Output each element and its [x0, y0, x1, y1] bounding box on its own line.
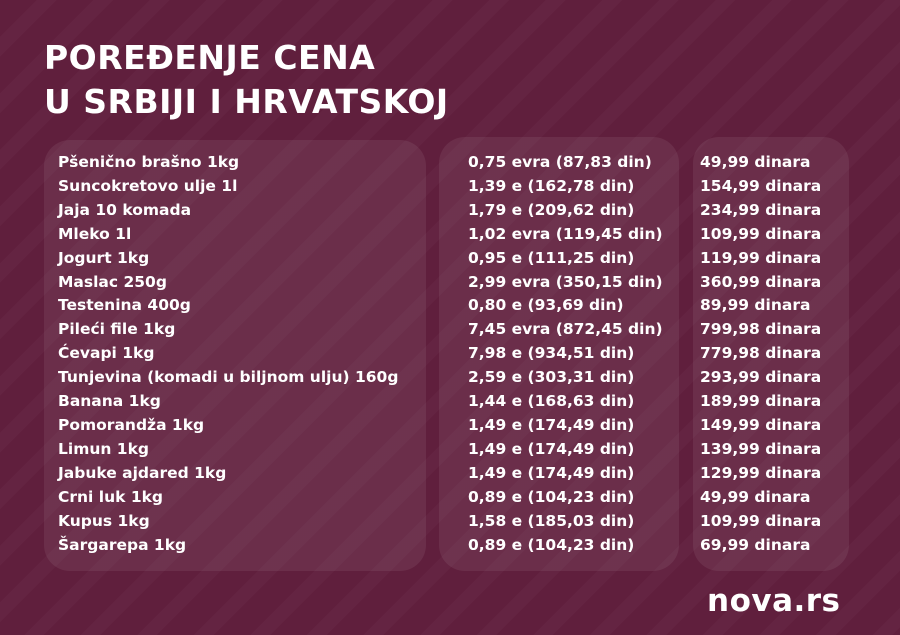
croatia-price: 1,79 e (209,62 din)	[468, 200, 635, 219]
product-name: Crni luk 1kg	[58, 487, 164, 506]
products-panel	[44, 140, 426, 571]
croatia-price: 1,49 e (174,49 din)	[468, 463, 635, 482]
product-name: Limun 1kg	[58, 439, 149, 458]
croatia-price: 0,80 e (93,69 din)	[468, 296, 624, 315]
croatia-price: 2,59 e (303,31 din)	[468, 368, 635, 387]
product-name: Pšenično brašno 1kg	[58, 153, 240, 171]
croatia-price: 1,39 e (162,78 din)	[468, 176, 635, 195]
serbia-price: 154,99 dinara	[700, 176, 822, 195]
serbia-price: 360,99 dinara	[700, 272, 822, 291]
product-name: Mleko 1l	[58, 224, 132, 243]
product-name: Kupus 1kg	[58, 511, 150, 530]
croatia-price: 1,44 e (168,63 din)	[468, 392, 635, 411]
serbia-price: 69,99 dinara	[700, 535, 811, 554]
croatia-prices-column: 0,75 evra (87,83 din) 1,39 e (162,78 din…	[468, 151, 663, 557]
serbia-price: 234,99 dinara	[700, 200, 822, 219]
product-name: Jaja 10 komada	[58, 200, 192, 219]
products-column: Pšenično brašno 1kg Suncokretovo ulje 1l…	[58, 151, 398, 557]
serbia-price: 129,99 dinara	[700, 463, 822, 482]
serbia-price: 49,99 dinara	[700, 487, 811, 506]
croatia-price: 1,58 e (185,03 din)	[468, 511, 635, 530]
croatia-price: 0,89 e (104,23 din)	[468, 535, 635, 554]
product-name: Pileći file 1kg	[58, 320, 176, 339]
title-line-1: POREĐENJE CENA	[44, 38, 376, 77]
croatia-price: 0,95 e (111,25 din)	[468, 248, 635, 267]
croatia-prices-panel	[439, 137, 679, 571]
croatia-price: 1,49 e (174,49 din)	[468, 415, 635, 434]
croatia-price: 1,02 evra (119,45 din)	[468, 224, 663, 243]
serbia-price: 293,99 dinara	[700, 368, 822, 387]
croatia-price: 7,98 e (934,51 din)	[468, 344, 635, 363]
serbia-price: 149,99 dinara	[700, 415, 822, 434]
serbia-price: 119,99 dinara	[700, 248, 822, 267]
product-name: Ćevapi 1kg	[58, 344, 155, 363]
page-title: POREĐENJE CENA U SRBIJI I HRVATSKOJ	[44, 36, 449, 124]
nova-rs-logo: nova.rs	[707, 583, 841, 619]
serbia-price: 49,99 dinara	[700, 153, 811, 171]
croatia-price: 0,89 e (104,23 din)	[468, 487, 635, 506]
serbia-price: 189,99 dinara	[700, 392, 822, 411]
serbia-price: 779,98 dinara	[700, 344, 822, 363]
croatia-price: 1,49 e (174,49 din)	[468, 439, 635, 458]
croatia-price: 7,45 evra (872,45 din)	[468, 320, 663, 339]
product-name: Tunjevina (komadi u biljnom ulju) 160g	[58, 368, 399, 387]
croatia-price: 0,75 evra (87,83 din)	[468, 153, 652, 171]
product-name: Banana 1kg	[58, 392, 161, 411]
serbia-price: 109,99 dinara	[700, 224, 822, 243]
product-name: Šargarepa 1kg	[58, 535, 187, 554]
serbia-prices-panel	[693, 137, 849, 571]
serbia-prices-column: 49,99 dinara 154,99 dinara 234,99 dinara…	[700, 151, 821, 557]
title-line-2: U SRBIJI I HRVATSKOJ	[44, 82, 449, 121]
product-name: Jogurt 1kg	[58, 248, 150, 267]
product-name: Testenina 400g	[58, 296, 191, 315]
product-name: Jabuke ajdared 1kg	[58, 463, 227, 482]
product-name: Maslac 250g	[58, 272, 167, 291]
serbia-price: 799,98 dinara	[700, 320, 822, 339]
product-name: Suncokretovo ulje 1l	[58, 176, 238, 195]
product-name: Pomorandža 1kg	[58, 415, 205, 434]
croatia-price: 2,99 evra (350,15 din)	[468, 272, 663, 291]
serbia-price: 109,99 dinara	[700, 511, 822, 530]
serbia-price: 89,99 dinara	[700, 296, 811, 315]
serbia-price: 139,99 dinara	[700, 439, 822, 458]
